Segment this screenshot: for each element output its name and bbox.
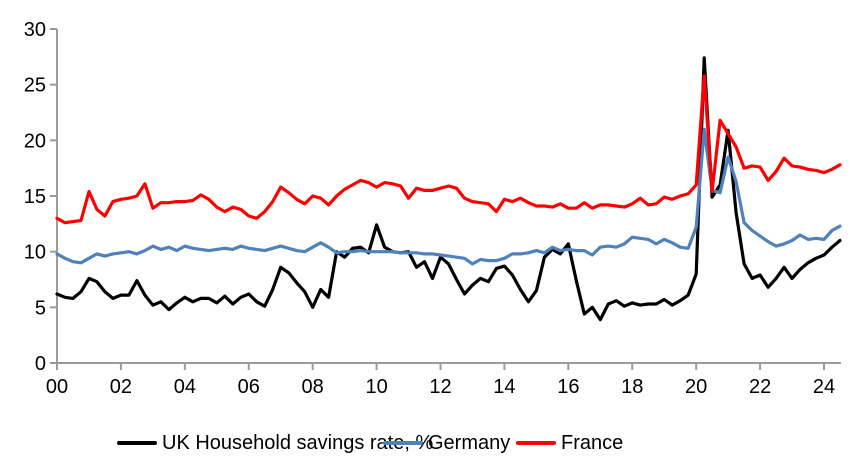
y-tick-label-10: 10: [24, 242, 46, 264]
legend-label-uk: UK Household savings rate, %: [162, 431, 434, 454]
x-tick-label-14: 14: [493, 376, 515, 398]
france-line-swatch: [516, 441, 556, 445]
legend-item-germany: Germany: [383, 429, 510, 457]
x-tick-label-02: 02: [110, 376, 132, 398]
y-tick-label-20: 20: [24, 130, 46, 152]
germany-series-line: [55, 127, 842, 266]
x-tick-label-10: 10: [365, 376, 387, 398]
x-tick-label-08: 08: [302, 376, 324, 398]
chart-legend: UK Household savings rate, % Germany Fra…: [0, 429, 852, 459]
x-tick-label-24: 24: [813, 376, 835, 398]
x-tick-label-16: 16: [557, 376, 579, 398]
legend-item-france: France: [516, 429, 623, 457]
x-tick-label-20: 20: [685, 376, 707, 398]
legend-label-germany: Germany: [428, 431, 511, 454]
france-series-line: [55, 74, 842, 225]
legend-item-uk: UK Household savings rate, %: [117, 429, 433, 457]
x-tick-label-06: 06: [238, 376, 260, 398]
x-tick-label-18: 18: [621, 376, 643, 398]
x-tick-label-04: 04: [174, 376, 196, 398]
x-tick-label-12: 12: [429, 376, 451, 398]
uk-line-swatch: [117, 441, 157, 445]
legend-label-france: France: [561, 431, 624, 454]
y-tick-label-30: 30: [24, 19, 46, 41]
germany-line-swatch: [383, 441, 423, 445]
y-tick-label-15: 15: [24, 186, 46, 208]
y-tick-label-0: 0: [35, 353, 46, 375]
y-tick-label-25: 25: [24, 75, 46, 97]
y-tick-label-5: 5: [35, 297, 46, 319]
x-tick-label-22: 22: [749, 376, 771, 398]
x-tick-label-00: 00: [46, 376, 68, 398]
